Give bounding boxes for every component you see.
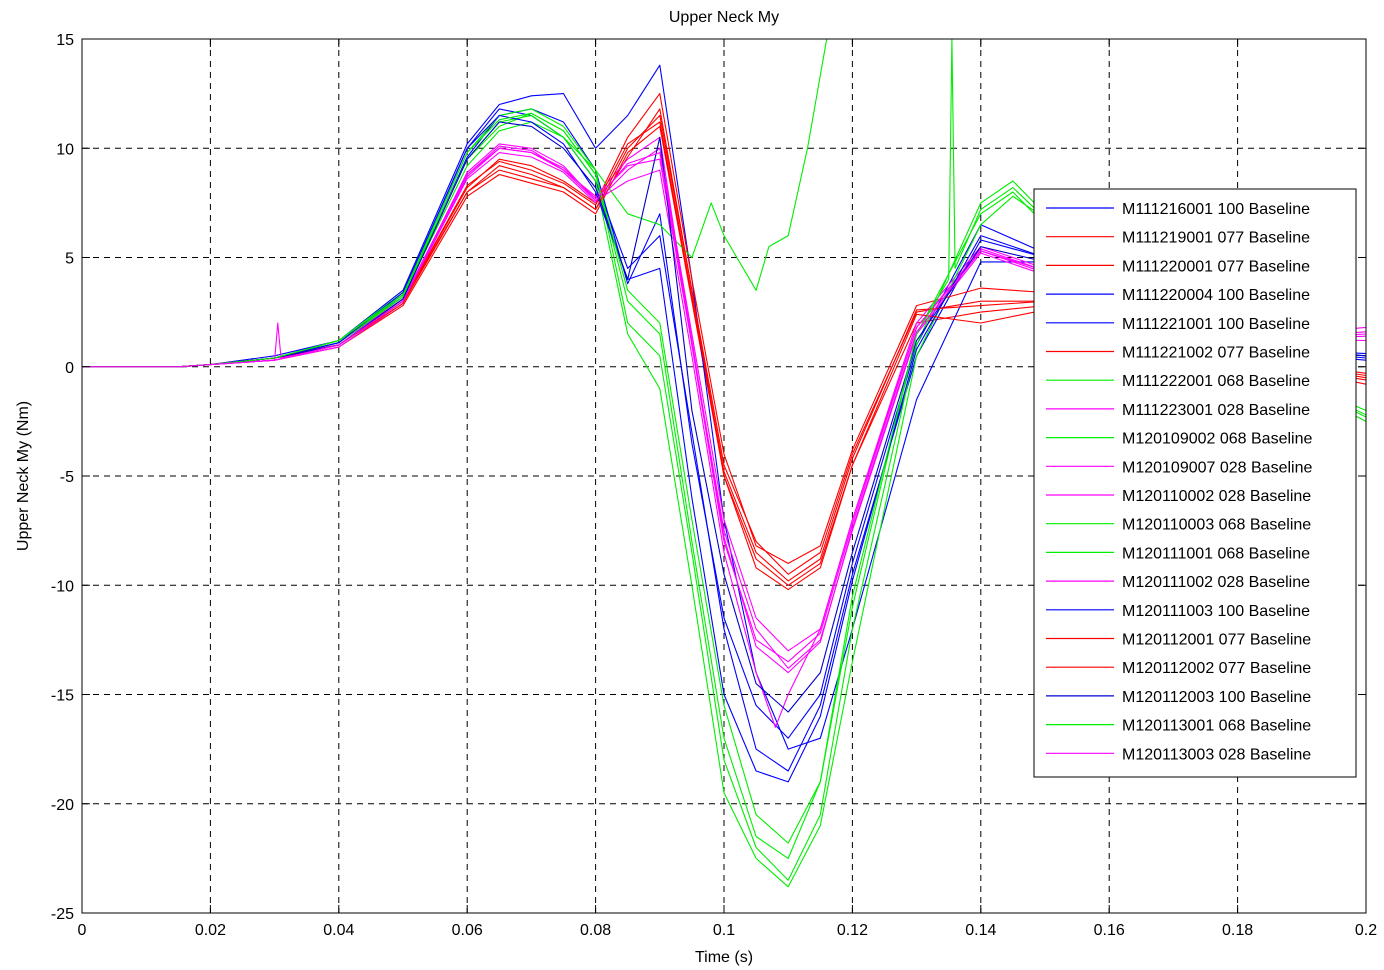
legend-entry-label: M120109002 068 Baseline bbox=[1122, 431, 1312, 448]
y-tick-label: -25 bbox=[51, 906, 74, 923]
x-tick-label: 0.1 bbox=[713, 922, 735, 939]
x-tick-label: 0.08 bbox=[580, 922, 611, 939]
legend-entry-label: M111221002 077 Baseline bbox=[1122, 345, 1310, 362]
legend-entry-label: M120113003 028 Baseline bbox=[1122, 746, 1311, 763]
legend-box bbox=[1033, 188, 1357, 778]
legend-entry-label: M120109007 028 Baseline bbox=[1122, 459, 1312, 476]
x-tick-label: 0.14 bbox=[965, 922, 996, 939]
y-tick-label: 0 bbox=[65, 360, 74, 377]
x-tick-label: 0.16 bbox=[1094, 922, 1125, 939]
x-tick-label: 0.04 bbox=[323, 922, 354, 939]
x-tick-label: 0.02 bbox=[195, 922, 226, 939]
legend-entry-label: M111220001 077 Baseline bbox=[1122, 258, 1310, 275]
legend-entry-label: M120112002 077 Baseline bbox=[1122, 660, 1311, 677]
y-tick-label: -15 bbox=[51, 688, 74, 705]
legend-entry-label: M120111003 100 Baseline bbox=[1122, 603, 1310, 620]
x-tick-label: 0.18 bbox=[1222, 922, 1253, 939]
legend-entry-label: M120112003 100 Baseline bbox=[1122, 689, 1311, 706]
y-axis-title: Upper Neck My (Nm) bbox=[15, 401, 32, 551]
legend-entry-label: M120110002 028 Baseline bbox=[1122, 488, 1311, 505]
legend-entry-label: M120110003 068 Baseline bbox=[1122, 517, 1311, 534]
legend-entry-label: M111223001 028 Baseline bbox=[1122, 402, 1310, 419]
legend-entry-label: M120111001 068 Baseline bbox=[1122, 545, 1310, 562]
legend-entry-label: M111219001 077 Baseline bbox=[1122, 230, 1310, 247]
y-tick-label: -5 bbox=[60, 469, 74, 486]
legend-entry-label: M111220004 100 Baseline bbox=[1122, 287, 1310, 304]
axes: 0 0.02 0.04 0.06 0.08 0.1 0.12 0.14 0.16 0.18 0.2 -… bbox=[51, 32, 1377, 939]
legend-entry-label: M120111002 028 Baseline bbox=[1122, 574, 1310, 591]
y-tick-label: 5 bbox=[65, 251, 74, 268]
legend-entry-label: M120112001 077 Baseline bbox=[1122, 632, 1311, 649]
series-line-8 bbox=[82, 136, 1366, 669]
x-tick-label: 0.06 bbox=[452, 922, 483, 939]
legend-entry-label: M120113001 068 Baseline bbox=[1122, 718, 1311, 735]
y-tick-label: 15 bbox=[56, 32, 74, 49]
legend-entry-label: M111222001 068 Baseline bbox=[1122, 373, 1310, 390]
legend-entry-label: M111216001 100 Baseline bbox=[1122, 201, 1310, 218]
y-tick-label: 10 bbox=[56, 141, 74, 158]
x-tick-label: 0 bbox=[78, 922, 87, 939]
series-line-19 bbox=[82, 39, 1366, 844]
x-tick-label: 0.2 bbox=[1355, 922, 1377, 939]
y-tick-label: -20 bbox=[51, 797, 74, 814]
x-tick-label: 0.12 bbox=[837, 922, 868, 939]
legend-entry-label: M111221001 100 Baseline bbox=[1122, 316, 1310, 333]
chart-title: Upper Neck My bbox=[669, 9, 779, 26]
legend: M111216001 100 Baseline M111219001 077 Ba… bbox=[1033, 188, 1357, 778]
x-axis-title: Time (s) bbox=[695, 949, 753, 966]
y-tick-label: -10 bbox=[51, 578, 74, 595]
